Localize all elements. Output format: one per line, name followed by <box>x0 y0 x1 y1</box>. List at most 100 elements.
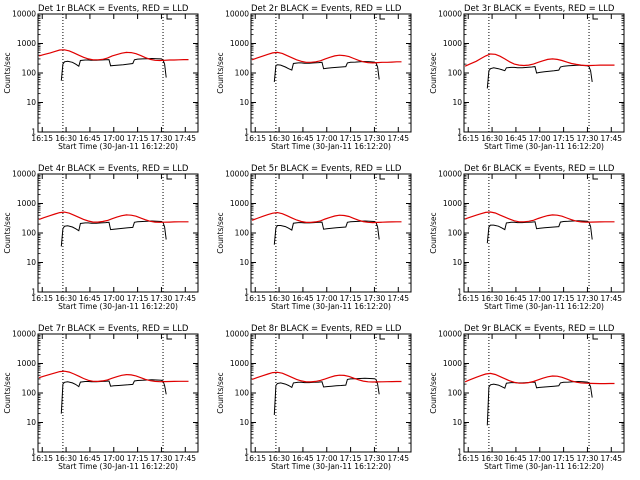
y-tick-label: 1 <box>31 288 36 297</box>
x-tick-label: 17:00 <box>103 294 125 303</box>
y-tick-label: 10 <box>239 98 249 107</box>
x-tick-label: 17:00 <box>529 134 551 143</box>
events-series-line <box>486 380 593 426</box>
y-axis-label: Counts/sec <box>3 212 12 253</box>
events-series-line <box>486 220 593 244</box>
chart-panel-7: Det 7r BLACK = Events, RED = LLD 1 10 100 10… <box>3 324 199 471</box>
x-tick-label: 17:15 <box>340 294 362 303</box>
events-series-line <box>273 220 380 245</box>
events-series-line <box>486 64 593 89</box>
x-tick-label: 17:00 <box>103 134 125 143</box>
y-tick-label: 10 <box>452 258 462 267</box>
y-tick-label: 1 <box>457 288 462 297</box>
y-tick-label: 1000 <box>443 199 462 208</box>
x-axis-label: Start Time (30-Jan-11 16:12:20) <box>58 462 178 471</box>
x-axis-label: Start Time (30-Jan-11 16:12:20) <box>271 462 391 471</box>
y-tick-label: 10 <box>26 418 36 427</box>
x-tick-label: 16:15 <box>457 294 479 303</box>
x-tick-label: 17:45 <box>600 294 622 303</box>
x-tick-label: 16:30 <box>268 454 290 463</box>
interval-bracket <box>592 174 599 180</box>
y-tick-label: 10000 <box>225 10 249 19</box>
x-tick-label: 17:45 <box>174 454 196 463</box>
y-tick-label: 10000 <box>225 330 249 339</box>
x-axis-label: Start Time (30-Jan-11 16:12:20) <box>271 142 391 151</box>
y-tick-label: 10 <box>239 418 249 427</box>
lld-series-line <box>464 211 615 223</box>
interval-bracket <box>379 174 386 180</box>
y-tick-label: 10 <box>239 258 249 267</box>
y-tick-label: 1000 <box>17 359 36 368</box>
x-tick-label: 16:45 <box>292 294 314 303</box>
y-tick-label: 100 <box>235 229 250 238</box>
y-tick-label: 1 <box>457 448 462 457</box>
x-tick-label: 17:00 <box>316 294 338 303</box>
x-axis-label: Start Time (30-Jan-11 16:12:20) <box>58 302 178 311</box>
events-series-line <box>273 377 380 416</box>
interval-bracket <box>166 14 173 20</box>
y-tick-label: 10 <box>452 98 462 107</box>
y-tick-label: 10000 <box>225 170 249 179</box>
x-tick-label: 17:15 <box>553 454 575 463</box>
x-tick-label: 17:00 <box>316 134 338 143</box>
x-tick-label: 17:15 <box>553 134 575 143</box>
x-tick-label: 16:15 <box>244 294 266 303</box>
y-tick-label: 1000 <box>230 39 249 48</box>
x-tick-label: 16:30 <box>481 134 503 143</box>
x-tick-label: 16:15 <box>244 134 266 143</box>
x-tick-label: 17:45 <box>174 134 196 143</box>
y-tick-label: 1000 <box>443 39 462 48</box>
y-tick-label: 10000 <box>12 10 36 19</box>
chart-panel-5: Det 5r BLACK = Events, RED = LLD 1 10 100 10… <box>216 164 412 311</box>
x-tick-label: 17:30 <box>577 134 599 143</box>
chart-title: Det 7r BLACK = Events, RED = LLD <box>38 324 189 334</box>
x-tick-label: 16:45 <box>505 454 527 463</box>
y-tick-label: 100 <box>448 389 463 398</box>
lld-series-line <box>251 51 402 64</box>
chart-title: Det 5r BLACK = Events, RED = LLD <box>251 164 402 174</box>
chart-title: Det 6r BLACK = Events, RED = LLD <box>464 164 615 174</box>
x-tick-label: 16:15 <box>244 454 266 463</box>
x-tick-label: 17:45 <box>600 454 622 463</box>
y-tick-label: 10000 <box>438 330 462 339</box>
y-tick-label: 100 <box>448 69 463 78</box>
y-tick-label: 10 <box>26 258 36 267</box>
x-axis-label: Start Time (30-Jan-11 16:12:20) <box>484 462 604 471</box>
x-axis-label: Start Time (30-Jan-11 16:12:20) <box>484 302 604 311</box>
chart-title: Det 9r BLACK = Events, RED = LLD <box>464 324 615 334</box>
interval-bracket <box>166 334 173 340</box>
y-tick-label: 1000 <box>17 39 36 48</box>
y-tick-label: 1000 <box>443 359 462 368</box>
chart-panel-8: Det 8r BLACK = Events, RED = LLD 1 10 100 10… <box>216 324 412 471</box>
chart-title: Det 8r BLACK = Events, RED = LLD <box>251 324 402 334</box>
y-tick-label: 1 <box>31 128 36 137</box>
x-tick-label: 16:30 <box>55 294 77 303</box>
events-series-line <box>60 379 167 414</box>
y-tick-label: 10000 <box>12 330 36 339</box>
x-tick-label: 16:45 <box>505 134 527 143</box>
events-series-line <box>60 57 167 81</box>
y-tick-label: 100 <box>22 389 37 398</box>
y-tick-label: 1 <box>244 288 249 297</box>
x-tick-label: 17:45 <box>600 134 622 143</box>
x-tick-label: 16:30 <box>481 454 503 463</box>
y-tick-label: 100 <box>448 229 463 238</box>
lld-series-line <box>251 211 402 224</box>
y-tick-label: 100 <box>235 389 250 398</box>
y-axis-label: Counts/sec <box>429 212 438 253</box>
x-tick-label: 17:45 <box>387 134 409 143</box>
x-tick-label: 17:30 <box>577 294 599 303</box>
y-tick-label: 1000 <box>17 199 36 208</box>
x-tick-label: 16:30 <box>55 134 77 143</box>
chart-title: Det 1r BLACK = Events, RED = LLD <box>38 4 189 14</box>
x-tick-label: 16:45 <box>79 294 101 303</box>
x-tick-label: 16:15 <box>31 294 53 303</box>
lld-series-line <box>464 372 615 385</box>
y-tick-label: 10 <box>26 98 36 107</box>
x-tick-label: 17:30 <box>151 134 173 143</box>
x-axis-label: Start Time (30-Jan-11 16:12:20) <box>58 142 178 151</box>
y-tick-label: 1 <box>457 128 462 137</box>
chart-panel-2: Det 2r BLACK = Events, RED = LLD 1 10 100 10… <box>216 4 412 151</box>
x-tick-label: 17:45 <box>174 294 196 303</box>
events-series-line <box>60 220 167 247</box>
